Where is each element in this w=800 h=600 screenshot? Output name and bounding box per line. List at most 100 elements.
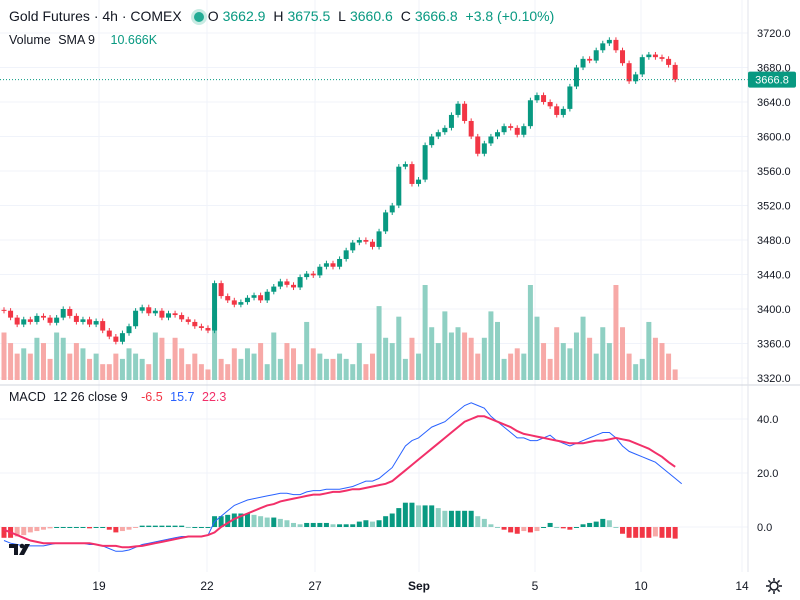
- macd-hist-bar: [146, 525, 152, 527]
- candle-body: [304, 273, 310, 278]
- macd-hist-bar: [166, 525, 171, 527]
- macd-hist-bar: [422, 505, 428, 527]
- candle-body: [47, 317, 53, 323]
- macd-tick-label: 0.0: [757, 522, 772, 534]
- macd-hist-bar: [481, 518, 487, 527]
- macd-hist-bar: [369, 521, 375, 527]
- price-tick-label: 3720.0: [757, 28, 791, 40]
- volume-bar: [225, 364, 231, 380]
- macd-hist-bar: [547, 522, 553, 527]
- macd-hist-bar: [323, 522, 329, 527]
- candle-body: [291, 284, 297, 288]
- macd-hist-bar: [435, 508, 441, 527]
- volume-bar: [659, 343, 665, 380]
- candle-body: [481, 143, 487, 154]
- candle-body: [613, 39, 619, 51]
- volume-bar: [100, 364, 106, 380]
- candle-body: [238, 302, 244, 305]
- macd-hist-bar: [73, 527, 79, 528]
- macd-hist-bar: [34, 527, 40, 532]
- volume-bar: [126, 348, 132, 380]
- macd-hist-bar: [119, 527, 125, 532]
- volume-bar: [402, 358, 408, 380]
- candle-body: [620, 50, 626, 64]
- volume-bar: [396, 316, 402, 380]
- candle-body: [218, 283, 224, 297]
- macd-hist-bar: [126, 527, 132, 530]
- candle-body: [198, 326, 204, 328]
- time-axis[interactable]: 19 22 27 Sep 5 10 14: [92, 579, 749, 593]
- volume-bar: [554, 327, 560, 380]
- macd-hist-bar: [620, 527, 626, 534]
- volume-bar: [501, 358, 507, 380]
- macd-legend[interactable]: MACD 12 26 close 9 -6.5 15.7 22.3: [9, 390, 230, 404]
- macd-hist-bar: [54, 527, 60, 528]
- volume-bar: [212, 316, 218, 380]
- macd-hist-bar: [21, 527, 27, 536]
- macd-tick-label: 40.0: [757, 414, 778, 426]
- price-tick-label: 3360.0: [757, 339, 791, 351]
- volume-bars: [1, 285, 678, 380]
- macd-hist-bar: [93, 527, 99, 528]
- volume-bar: [527, 285, 533, 380]
- candle-body: [87, 319, 93, 325]
- volume-bar: [330, 358, 336, 380]
- candle-body: [34, 315, 40, 322]
- candle-body: [672, 64, 678, 80]
- settings-icon[interactable]: [766, 578, 782, 594]
- macd-line: [3, 402, 683, 552]
- volume-bar: [573, 332, 579, 380]
- macd-hist-bar: [652, 527, 658, 537]
- macd-hist-bar: [152, 525, 158, 527]
- volume-bar: [271, 332, 277, 380]
- macd-axis[interactable]: 40.0 20.0 0.0: [757, 414, 778, 534]
- candle-body: [600, 43, 606, 51]
- candle-body: [330, 263, 336, 267]
- macd-hist-bar: [495, 527, 500, 528]
- volume-bar: [422, 285, 428, 380]
- symbol-title[interactable]: Gold Futures · 4h · COMEX: [9, 8, 182, 24]
- macd-hist-bar: [297, 524, 303, 527]
- macd-hist-bar: [587, 522, 593, 527]
- candle-body: [251, 295, 257, 298]
- macd-hist-bar: [389, 513, 395, 527]
- volume-bar: [172, 337, 178, 380]
- volume-legend[interactable]: Volume SMA 9 10.666K: [9, 33, 161, 47]
- candle-body: [225, 296, 231, 301]
- macd-hist-bar: [567, 527, 573, 530]
- macd-hist-bar: [106, 527, 112, 530]
- candle-body: [337, 258, 343, 267]
- volume-bar: [47, 358, 53, 380]
- low-value: 3660.6: [349, 8, 393, 24]
- price-axis[interactable]: 3720.0 3680.0 3640.0 3600.0 3560.0 3520.0 3480…: [757, 28, 791, 385]
- volume-bar: [93, 353, 99, 380]
- candle-body: [606, 39, 612, 44]
- volume-bar: [666, 353, 672, 380]
- volume-bar: [442, 311, 448, 380]
- macd-hist-bar: [356, 521, 362, 527]
- candle-body: [495, 132, 500, 137]
- candle-body: [633, 74, 639, 82]
- macd-hist-bar: [310, 522, 316, 527]
- macd-hist-bar: [402, 502, 408, 527]
- volume-bar: [560, 343, 566, 380]
- volume-bar: [462, 332, 468, 380]
- candle-body: [435, 132, 441, 137]
- candle-body: [501, 126, 507, 133]
- last-price-label: 3666.8: [755, 75, 789, 87]
- volume-bar: [606, 343, 612, 380]
- time-tick-label: Sep: [408, 579, 430, 593]
- volume-bar: [468, 337, 474, 380]
- volume-bar: [205, 369, 211, 380]
- market-status-icon[interactable]: [193, 12, 204, 23]
- volume-bar: [587, 337, 593, 380]
- macd-hist-bar: [113, 527, 119, 533]
- volume-bar: [54, 332, 60, 380]
- candle-body: [100, 321, 106, 331]
- volume-bar: [113, 353, 119, 380]
- macd-label: MACD: [9, 390, 46, 404]
- macd-hist-bar: [337, 524, 343, 527]
- macd-hist-bar: [198, 527, 204, 528]
- tradingview-logo-icon[interactable]: [9, 543, 30, 555]
- volume-params: SMA 9: [58, 33, 96, 47]
